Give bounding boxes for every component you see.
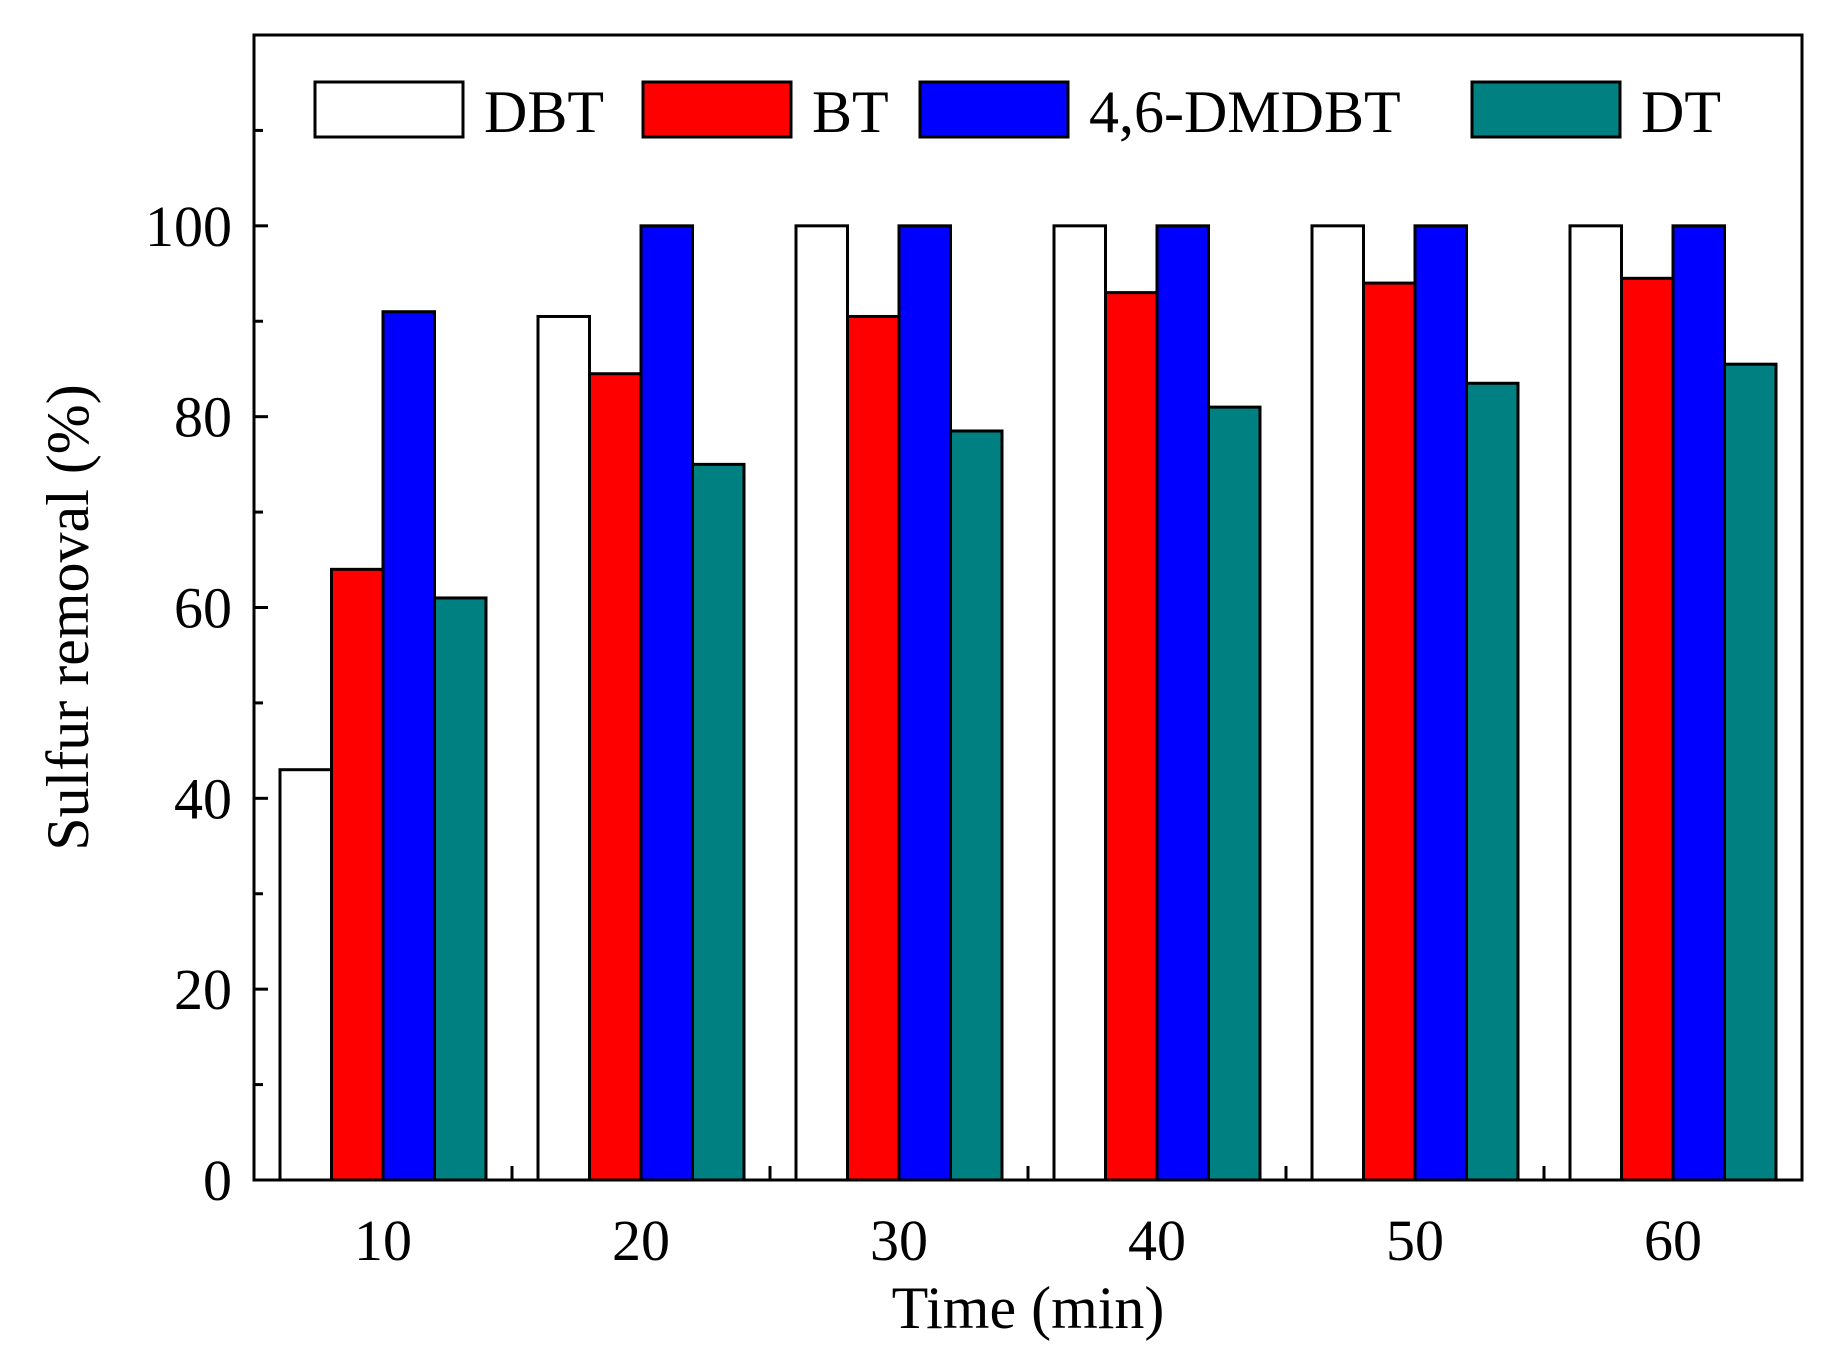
y-tick-label: 100 (145, 194, 232, 259)
bar-dt-50 (1465, 381, 1520, 1182)
bar-dbt-60 (1568, 224, 1623, 1182)
bar-bt-50 (1362, 281, 1417, 1182)
legend-swatch-dt (1470, 80, 1622, 139)
legend-swatch-dbt (313, 80, 465, 139)
x-tick-label: 20 (612, 1208, 670, 1273)
bar-dbt-10 (278, 768, 333, 1182)
bar-4-6-dmdbt-10 (381, 310, 436, 1182)
legend-label-bt: BT (812, 79, 889, 145)
bar-4-6-dmdbt-50 (1413, 224, 1468, 1182)
axes-group: 0 20 40 60 80 100 10 20 30 40 50 60 (145, 33, 1804, 1273)
bar-bt-20 (588, 372, 643, 1182)
legend-swatch-4-6-dmdbt (918, 80, 1070, 139)
bar-dt-30 (949, 429, 1004, 1182)
y-tick-label: 60 (174, 576, 232, 641)
bar-bt-60 (1620, 276, 1675, 1182)
x-axis-title: Time (min) (892, 1275, 1165, 1341)
bar-bt-40 (1104, 291, 1159, 1182)
legend-label-4-6-dmdbt: 4,6-DMDBT (1089, 79, 1401, 145)
bar-bt-30 (846, 314, 901, 1182)
y-tick-label: 0 (203, 1148, 232, 1213)
legend-label-dbt: DBT (484, 79, 604, 145)
bar-dbt-30 (794, 224, 849, 1182)
legend: DBT BT 4,6-DMDBT DT (313, 79, 1721, 145)
bar-dbt-40 (1052, 224, 1107, 1182)
bar-bt-10 (330, 567, 385, 1182)
bar-4-6-dmdbt-40 (1155, 224, 1210, 1182)
bar-dt-40 (1207, 405, 1262, 1182)
x-tick-label: 10 (354, 1208, 412, 1273)
bar-dbt-20 (536, 314, 591, 1182)
x-tick-label: 40 (1128, 1208, 1186, 1273)
legend-swatch-bt (641, 80, 793, 139)
bar-4-6-dmdbt-60 (1671, 224, 1726, 1182)
legend-label-dt: DT (1641, 79, 1721, 145)
x-tick-label: 50 (1386, 1208, 1444, 1273)
y-tick-label: 20 (174, 957, 232, 1022)
bars-group (278, 224, 1778, 1182)
y-tick-label: 80 (174, 385, 232, 450)
x-tick-label: 60 (1644, 1208, 1702, 1273)
bar-dt-60 (1723, 362, 1778, 1182)
y-axis-title: Sulfur removal (%) (35, 384, 101, 851)
x-tick-label: 30 (870, 1208, 928, 1273)
bar-dt-10 (433, 596, 488, 1182)
bar-dbt-50 (1310, 224, 1365, 1182)
bar-4-6-dmdbt-20 (639, 224, 694, 1182)
y-tick-label: 40 (174, 766, 232, 831)
bar-4-6-dmdbt-30 (897, 224, 952, 1182)
bar-dt-20 (691, 462, 746, 1182)
